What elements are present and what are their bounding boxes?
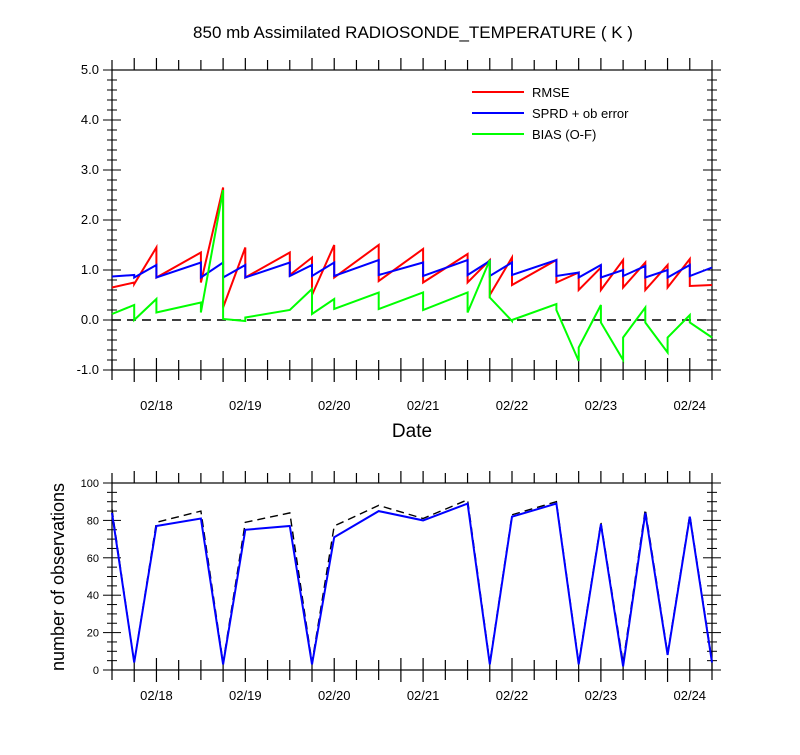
top-x-tick-label: 02/21 — [407, 398, 440, 413]
legend-label: BIAS (O-F) — [532, 127, 596, 142]
top-y-tick-label: 0.0 — [81, 312, 99, 327]
top-x-tick-label: 02/18 — [140, 398, 173, 413]
bottom-x-tick-label: 02/18 — [140, 688, 173, 703]
top-x-tick-label: 02/19 — [229, 398, 262, 413]
y-axis-label: number of observations — [48, 483, 68, 671]
bottom-plot-frame — [111, 482, 713, 671]
top-y-tick-label: 5.0 — [81, 62, 99, 77]
bottom-x-tick-label: 02/22 — [496, 688, 529, 703]
legend-label: RMSE — [532, 85, 570, 100]
top-y-tick-label: -1.0 — [77, 362, 99, 377]
bottom-y-tick-label: 80 — [87, 515, 99, 527]
top-x-tick-label: 02/22 — [496, 398, 529, 413]
top-x-tick-label: 02/20 — [318, 398, 351, 413]
top-y-tick-label: 4.0 — [81, 112, 99, 127]
legend-label: SPRD + ob error — [532, 106, 629, 121]
x-axis-label: Date — [392, 421, 432, 442]
bottom-x-tick-label: 02/20 — [318, 688, 351, 703]
legend: RMSE SPRD + ob error BIAS (O-F) — [472, 85, 629, 142]
top-axes: -1.0 0.0 1.0 2.0 3.0 4.0 5.0 02/18 02/19 02/20 02/… — [77, 58, 721, 413]
top-y-tick-label: 3.0 — [81, 162, 99, 177]
bottom-x-tick-label: 02/19 — [229, 688, 262, 703]
top-x-tick-label: 02/23 — [585, 398, 618, 413]
top-series-bias-o-f — [111, 189, 713, 364]
bottom-x-tick-label: 02/23 — [585, 688, 618, 703]
top-series-sprd-ob-error — [111, 258, 713, 280]
bottom-x-tick-label: 02/21 — [407, 688, 440, 703]
chart-title: 850 mb Assimilated RADIOSONDE_TEMPERATUR… — [193, 23, 633, 42]
top-y-tick-label: 1.0 — [81, 262, 99, 277]
bottom-y-tick-label: 40 — [87, 590, 99, 602]
bottom-y-tick-label: 100 — [81, 478, 99, 490]
bottom-x-tick-label: 02/24 — [674, 688, 707, 703]
top-y-tick-label: 2.0 — [81, 212, 99, 227]
bottom-y-tick-label: 0 — [93, 665, 99, 677]
top-series-group — [111, 187, 713, 364]
bottom-series-assimilated — [111, 502, 713, 667]
bottom-y-tick-label: 20 — [87, 628, 99, 640]
top-panel: 850 mb Assimilated RADIOSONDE_TEMPERATUR… — [77, 23, 721, 442]
bottom-axes: 0 20 40 60 80 100 02/18 02/19 02/20 02/21 02/22 02/… — [81, 471, 721, 703]
bottom-series-group — [111, 498, 713, 667]
top-x-tick-label: 02/24 — [674, 398, 707, 413]
bottom-y-tick-label: 60 — [87, 553, 99, 565]
top-series-rmse — [111, 187, 713, 308]
bottom-panel: 0 20 40 60 80 100 02/18 02/19 02/20 02/21 02/22 02/… — [48, 471, 721, 703]
